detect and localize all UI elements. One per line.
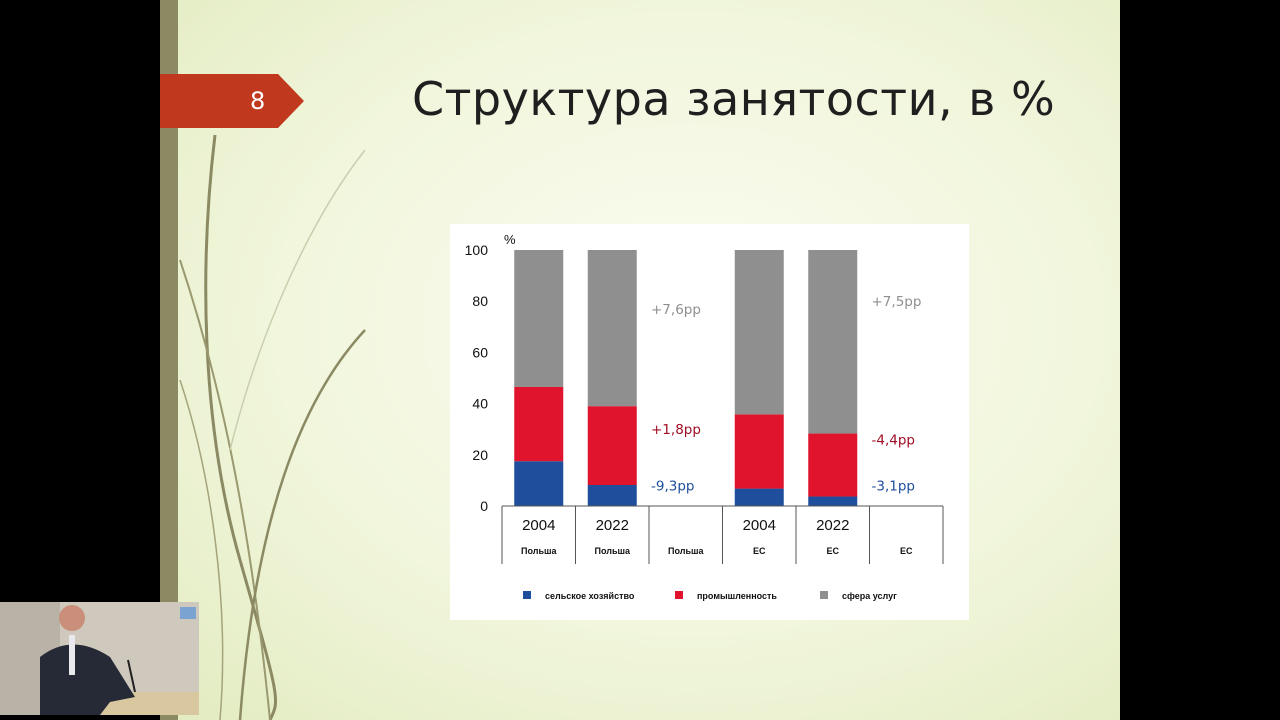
- decorative-grass-lines: [179, 134, 366, 720]
- legend-swatch: [675, 591, 683, 599]
- y-tick-label: 20: [472, 447, 488, 463]
- legend-label: сельское хозяйство: [545, 591, 635, 601]
- bar-segment: [587, 406, 637, 486]
- legend-label: сфера услуг: [842, 591, 897, 601]
- slide-number-badge: 8: [160, 74, 304, 128]
- slide-number: 8: [250, 87, 266, 115]
- data-annotation: +7,5pp: [872, 294, 922, 310]
- bar-segment: [734, 414, 784, 489]
- y-axis-label: %: [504, 232, 516, 247]
- bar-segment: [514, 386, 564, 462]
- x-tick-region: ЕС: [826, 546, 839, 556]
- bar-segment: [587, 485, 637, 506]
- legend-swatch: [523, 591, 531, 599]
- bar-segment: [808, 433, 858, 497]
- y-tick-label: 0: [480, 498, 488, 514]
- data-annotation: -3,1pp: [872, 479, 915, 495]
- y-tick-label: 100: [465, 242, 489, 258]
- bar-segment: [514, 461, 564, 506]
- speaker-webcam-overlay: [0, 602, 199, 715]
- bar-segment: [587, 250, 637, 407]
- data-annotation: +1,8pp: [651, 422, 701, 438]
- x-tick-region: ЕС: [753, 546, 766, 556]
- employment-structure-chart: % 0 20 40 60 80 100 2004 Польша 2022 Польша Польша 2…: [465, 232, 944, 601]
- slide-left-bar: [160, 0, 178, 720]
- bar-segment: [808, 250, 858, 434]
- x-tick-region: ЕС: [900, 546, 913, 556]
- x-tick-year: 2022: [816, 517, 849, 534]
- bar-segment: [734, 250, 784, 415]
- data-annotation: +7,6pp: [651, 302, 701, 318]
- x-tick-region: Польша: [521, 546, 557, 556]
- chart-panel: % 0 20 40 60 80 100 2004 Польша 2022 Польша Польша 2…: [450, 224, 969, 620]
- x-tick-year: 2004: [522, 517, 555, 534]
- y-tick-label: 80: [472, 293, 488, 309]
- legend-swatch: [820, 591, 828, 599]
- bar-segment: [734, 488, 784, 506]
- slide-title: Структура занятости, в %: [412, 72, 1056, 126]
- y-tick-label: 60: [472, 344, 488, 360]
- legend-label: промышленность: [697, 591, 777, 601]
- data-annotation: -9,3pp: [651, 479, 694, 495]
- y-tick-label: 40: [472, 396, 488, 412]
- data-annotation: -4,4pp: [872, 432, 915, 448]
- bar-segment: [808, 496, 858, 506]
- x-tick-year: 2022: [596, 517, 629, 534]
- x-tick-year: 2004: [743, 517, 776, 534]
- bar-segment: [514, 250, 564, 387]
- x-tick-region: Польша: [668, 546, 704, 556]
- x-tick-region: Польша: [595, 546, 631, 556]
